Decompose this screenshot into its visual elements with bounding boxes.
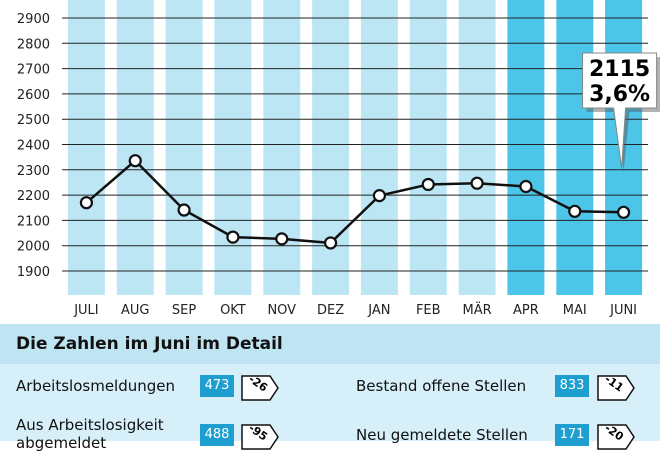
y-tick-label-2300: 2300: [17, 164, 50, 179]
chart: 1900 2000 2100 2200 2300 2400 2500 2600 2700 2800…: [17, 0, 660, 318]
x-tick-label-okt: OKT: [220, 303, 246, 318]
data-point-mär: [470, 176, 484, 190]
column-bar-mai: [556, 0, 594, 295]
x-tick-label-aug: AUG: [121, 303, 149, 318]
stat-label-abgemeldet: Aus Arbeitslosigkeit abgemeldet: [16, 416, 164, 452]
stat-value-arbeitslosmeldungen: 473: [200, 375, 234, 397]
stat-value-bestand-offene-stellen: 833: [555, 375, 589, 397]
data-point-jan: [372, 189, 387, 203]
x-tick-label-sep: SEP: [172, 303, 196, 318]
y-tick-label-2900: 2900: [17, 12, 50, 27]
data-point-feb: [421, 177, 435, 192]
data-point-okt: [226, 230, 240, 244]
stat-value-neu-gemeldete-stellen: 171: [555, 424, 589, 446]
data-point-juli: [79, 196, 94, 210]
y-tick-label-2700: 2700: [17, 63, 50, 78]
stat-delta-bestand-offene-stellen: -11: [596, 372, 635, 401]
column-bar-jan: [360, 0, 398, 295]
y-tick-label-1900: 1900: [17, 265, 50, 280]
data-point-dez: [323, 236, 338, 250]
x-tick-label-mai: MAI: [563, 303, 587, 318]
column-bar-juli: [67, 0, 105, 295]
column-bar-feb: [409, 0, 447, 295]
y-tick-label-2600: 2600: [17, 88, 50, 103]
y-tick-label-2400: 2400: [17, 139, 50, 154]
x-tick-label-mär: MÄR: [463, 302, 492, 318]
column-bar-mär: [458, 0, 496, 295]
detail-title: Die Zahlen im Juni im Detail: [16, 334, 283, 354]
data-point-aug: [128, 154, 142, 168]
stat-label-bestand-offene-stellen: Bestand offene Stellen: [356, 377, 527, 395]
column-bar-dez: [312, 0, 350, 295]
data-point-apr: [519, 179, 533, 194]
x-tick-label-apr: APR: [513, 303, 539, 318]
stat-delta-neu-gemeldete-stellen: -20: [596, 421, 635, 450]
value-callout: 2115 3,6%: [582, 52, 660, 172]
column-bar-apr: [507, 0, 545, 295]
column-bar-nov: [263, 0, 301, 295]
y-tick-label-2500: 2500: [17, 113, 50, 128]
x-tick-label-juli: JULI: [73, 303, 98, 318]
x-tick-label-feb: FEB: [416, 303, 441, 318]
detail-panel: Die Zahlen im Juni im Detail Arbeitslosm…: [0, 324, 660, 452]
y-tick-label-2800: 2800: [17, 37, 50, 52]
stat-label-arbeitslosmeldungen: Arbeitslosmeldungen: [16, 377, 176, 395]
x-tick-label-dez: DEZ: [317, 303, 344, 318]
stat-delta-arbeitslosmeldungen: -26: [240, 372, 279, 401]
callout-percent: 3,6%: [589, 82, 650, 107]
x-tick-label-jan: JAN: [367, 303, 390, 318]
y-tick-label-2000: 2000: [17, 240, 50, 255]
y-tick-label-2200: 2200: [17, 189, 50, 204]
callout-value: 2115: [589, 57, 650, 82]
x-tick-label-juni: JUNI: [609, 303, 637, 318]
data-point-nov: [275, 232, 289, 246]
stat-label-neu-gemeldete-stellen: Neu gemeldete Stellen: [356, 426, 528, 444]
column-bar-aug: [116, 0, 154, 295]
stat-delta-abgemeldet: -95: [240, 421, 279, 450]
column-bar-sep: [165, 0, 203, 295]
detail-header: Die Zahlen im Juni im Detail: [0, 324, 660, 364]
data-point-mai: [568, 204, 582, 218]
y-tick-label-2100: 2100: [17, 214, 50, 229]
column-bar-okt: [214, 0, 252, 295]
stat-value-abgemeldet: 488: [200, 424, 234, 446]
x-tick-label-nov: NOV: [267, 303, 296, 318]
series-line: [85, 158, 624, 245]
data-point-juni: [616, 205, 631, 219]
data-point-sep: [177, 203, 191, 217]
